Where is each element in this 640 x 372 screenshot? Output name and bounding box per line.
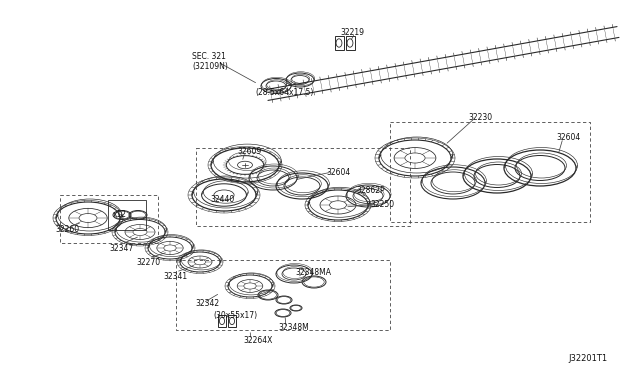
Text: 32230: 32230: [468, 113, 492, 122]
Bar: [108, 200, 146, 230]
Text: (32109N): (32109N): [192, 62, 228, 71]
Text: 32250: 32250: [370, 200, 394, 209]
Text: 32347: 32347: [109, 244, 133, 253]
Text: x12: x12: [113, 210, 127, 219]
Text: 32609: 32609: [237, 147, 261, 156]
Text: (30x55x17): (30x55x17): [213, 311, 257, 320]
Text: 32342: 32342: [195, 299, 219, 308]
Bar: [228, 315, 236, 327]
Text: J32201T1: J32201T1: [569, 354, 608, 363]
Text: 32260: 32260: [55, 225, 79, 234]
Bar: [335, 36, 344, 50]
Bar: [346, 36, 355, 50]
Text: 32341: 32341: [163, 272, 187, 281]
Text: 32270: 32270: [136, 258, 160, 267]
Text: 32862P: 32862P: [356, 186, 385, 195]
Text: 32440: 32440: [210, 195, 234, 204]
Text: 32219: 32219: [340, 28, 364, 37]
Text: 32604: 32604: [556, 133, 580, 142]
Bar: [218, 315, 226, 327]
Text: 32604: 32604: [326, 168, 350, 177]
Text: 32348M: 32348M: [278, 323, 308, 332]
Text: 32264X: 32264X: [243, 336, 273, 345]
Text: (28.5x64x17.5): (28.5x64x17.5): [255, 88, 314, 97]
Text: SEC. 321: SEC. 321: [192, 52, 226, 61]
Text: 32348MA: 32348MA: [295, 268, 331, 277]
